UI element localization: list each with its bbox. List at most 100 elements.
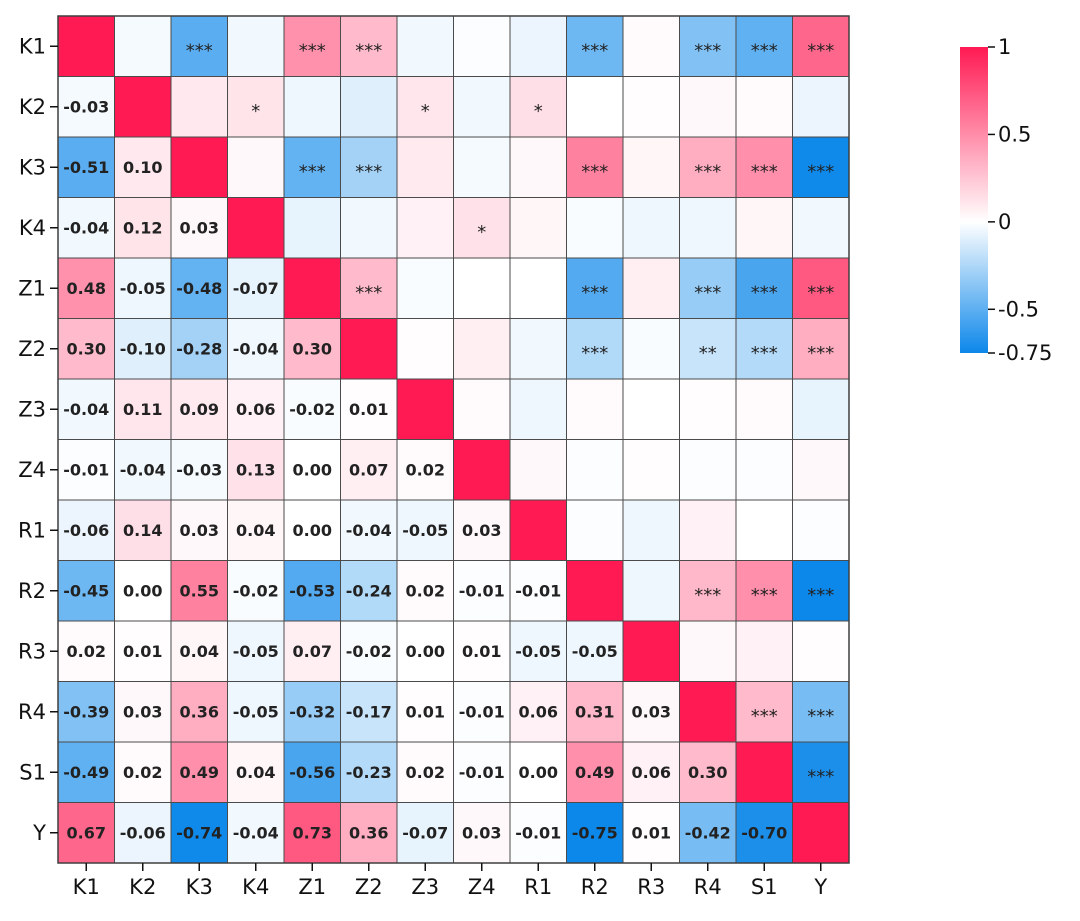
heatmap-cell-z3-s1 — [735, 378, 793, 440]
heatmap-cell-r2-z4 — [453, 560, 511, 622]
y-axis-tick-label: R2 — [18, 579, 46, 603]
heatmap-cell-z3-z2 — [340, 378, 398, 440]
heatmap-cell-z4-z4 — [453, 439, 511, 501]
heatmap-cell-k3-r4 — [679, 136, 737, 198]
heatmap-cell-k2-k3 — [170, 76, 228, 138]
correlation-value-label: -0.04 — [346, 521, 392, 540]
heatmap-cell-z2-k4 — [227, 318, 285, 380]
heatmap-cells: *** *** *** *** *** *** ***-0.03 * * *-0.51 0.10 **… — [57, 15, 850, 864]
correlation-value-label: -0.42 — [685, 823, 731, 842]
significance-label: *** — [751, 40, 778, 61]
correlation-value-label: 0.11 — [123, 400, 162, 419]
y-axis-tick-label: Y — [32, 821, 46, 845]
heatmap-cell-k1-z3 — [396, 15, 454, 77]
correlation-value-label: 0.03 — [462, 521, 501, 540]
heatmap-cell-k2-r2 — [566, 76, 624, 138]
heatmap-cell-r1-k2 — [114, 499, 172, 561]
correlation-value-label: -0.02 — [289, 400, 335, 419]
heatmap-cell-k2-r3 — [622, 76, 680, 138]
y-axis-tick-label: K2 — [19, 95, 46, 119]
significance-label: *** — [807, 343, 834, 364]
heatmap-cell-z4-k2 — [114, 439, 172, 501]
heatmap-cell-z4-y — [792, 439, 850, 501]
heatmap-cell-r2-r4 — [679, 560, 737, 622]
heatmap-cell-z2-s1 — [735, 318, 793, 380]
heatmap-cell-s1-z4 — [453, 741, 511, 803]
correlation-value-label: 0.10 — [123, 158, 162, 177]
correlation-value-label: -0.01 — [459, 702, 505, 721]
significance-label: *** — [581, 161, 608, 182]
correlation-value-label: -0.23 — [346, 763, 392, 782]
y-axis-tick-label: Z1 — [18, 276, 46, 300]
correlation-value-label: -0.48 — [176, 279, 222, 298]
heatmap-cell-r2-s1 — [735, 560, 793, 622]
correlation-value-label: -0.01 — [515, 823, 561, 842]
correlation-value-label: -0.04 — [63, 400, 109, 419]
significance-label: *** — [751, 343, 778, 364]
heatmap-cell-r4-z3 — [396, 681, 454, 743]
correlation-value-label: -0.45 — [63, 581, 109, 600]
y-axis-tick-label: R3 — [18, 639, 46, 663]
heatmap-cell-r3-z3 — [396, 620, 454, 682]
heatmap-cell-r2-z3 — [396, 560, 454, 622]
correlation-value-label: 0.09 — [180, 400, 219, 419]
heatmap-cell-k2-z2 — [340, 76, 398, 138]
heatmap-cell-z4-r3 — [622, 439, 680, 501]
x-axis-tick-label: K3 — [186, 875, 213, 899]
significance-label: *** — [355, 40, 382, 61]
heatmap-cell-z2-r4 — [679, 318, 737, 380]
heatmap-cell-k1-z4 — [453, 15, 511, 77]
heatmap-cell-k3-r2 — [566, 136, 624, 198]
heatmap-cell-z4-z3 — [396, 439, 454, 501]
heatmap-cell-r2-z2 — [340, 560, 398, 622]
heatmap-cell-s1-k1 — [57, 741, 115, 803]
heatmap-cell-r3-s1 — [735, 620, 793, 682]
correlation-value-label: 0.03 — [180, 521, 219, 540]
x-axis-tick-label: Z3 — [411, 875, 439, 899]
significance-label: *** — [751, 585, 778, 606]
heatmap-cell-k4-z4 — [453, 197, 511, 259]
heatmap-cell-z1-k4 — [227, 257, 285, 319]
heatmap-cell-r1-r1 — [509, 499, 567, 561]
correlation-value-label: 0.03 — [632, 702, 671, 721]
colorbar-tick-label: 0 — [998, 210, 1011, 234]
significance-label: *** — [581, 343, 608, 364]
heatmap-cell-k3-z1 — [283, 136, 341, 198]
significance-label: *** — [581, 282, 608, 303]
correlation-value-label: -0.02 — [233, 581, 279, 600]
heatmap-cell-s1-z3 — [396, 741, 454, 803]
correlation-value-label: 0.00 — [519, 763, 558, 782]
heatmap-cell-y-r4 — [679, 802, 737, 864]
heatmap-cell-s1-r3 — [622, 741, 680, 803]
correlation-value-label: 0.02 — [123, 763, 162, 782]
heatmap-cell-z3-k2 — [114, 378, 172, 440]
heatmap-cell-y-r2 — [566, 802, 624, 864]
significance-label: *** — [807, 40, 834, 61]
heatmap-cell-k4-r4 — [679, 197, 737, 259]
heatmap-cell-r3-r2 — [566, 620, 624, 682]
correlation-value-label: -0.01 — [63, 460, 109, 479]
correlation-value-label: -0.49 — [63, 763, 109, 782]
significance-label: * — [477, 222, 486, 243]
heatmap-cell-z3-r2 — [566, 378, 624, 440]
significance-label: *** — [581, 40, 608, 61]
heatmap-border — [57, 15, 850, 864]
correlation-value-label: -0.04 — [63, 218, 109, 237]
correlation-value-label: -0.05 — [572, 642, 618, 661]
x-axis-tick-label: K2 — [129, 875, 156, 899]
correlation-value-label: 0.49 — [575, 763, 614, 782]
heatmap-cell-z1-z4 — [453, 257, 511, 319]
heatmap-cell-s1-z1 — [283, 741, 341, 803]
correlation-value-label: 0.01 — [462, 642, 501, 661]
heatmap-cell-y-z2 — [340, 802, 398, 864]
heatmap-cell-k1-z1 — [283, 15, 341, 77]
correlation-value-label: -0.10 — [120, 339, 166, 358]
heatmap-cell-k4-r3 — [622, 197, 680, 259]
heatmap-cell-k1-k4 — [227, 15, 285, 77]
correlation-value-label: 0.49 — [180, 763, 219, 782]
correlation-value-label: -0.06 — [120, 823, 166, 842]
correlation-value-label: 0.00 — [293, 460, 332, 479]
significance-label: *** — [807, 282, 834, 303]
correlation-value-label: -0.04 — [233, 339, 279, 358]
heatmap-cell-k3-z4 — [453, 136, 511, 198]
